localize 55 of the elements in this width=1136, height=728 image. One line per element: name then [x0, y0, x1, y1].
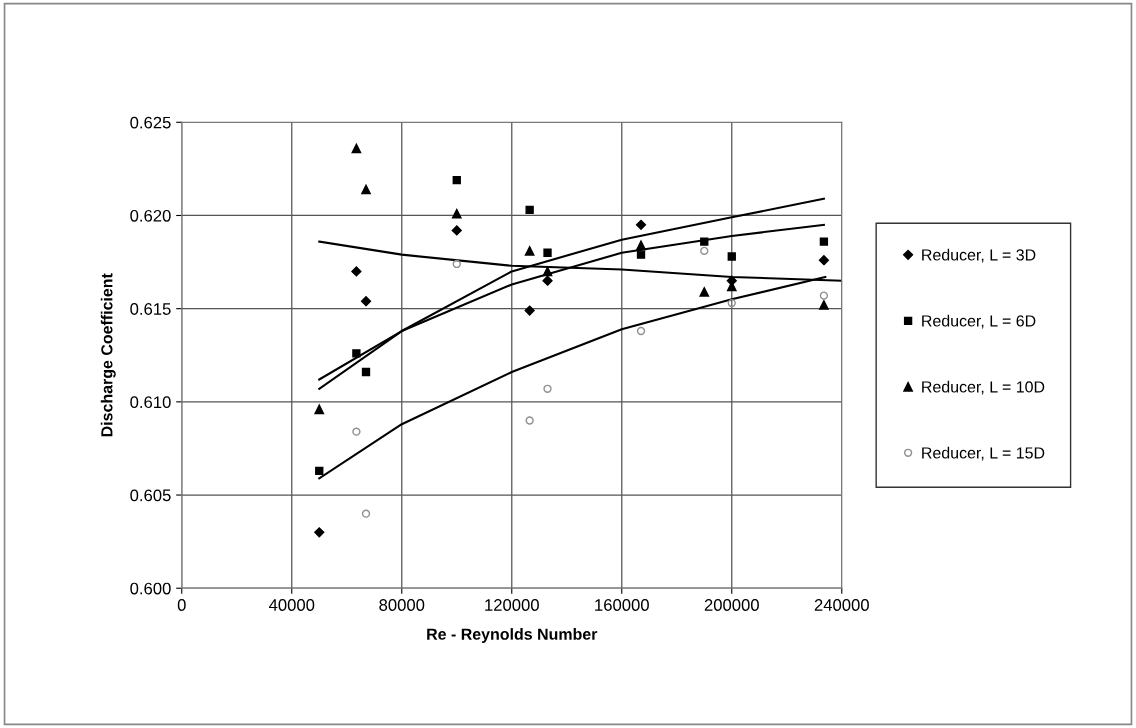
point — [542, 266, 553, 277]
point — [636, 240, 646, 251]
point — [700, 237, 709, 246]
point — [451, 208, 462, 219]
point — [700, 246, 709, 256]
y-tick-label: 0.620 — [130, 209, 171, 222]
point — [352, 427, 361, 436]
point — [315, 466, 324, 475]
x-tick-label: 240000 — [814, 599, 869, 611]
point — [314, 527, 325, 538]
x-tick-label: 40000 — [268, 599, 315, 611]
point — [636, 326, 646, 336]
point — [314, 404, 325, 415]
point — [543, 384, 552, 393]
legend-label: Reducer, L = 15D — [922, 446, 1045, 461]
y-tick-label: 0.610 — [130, 396, 171, 409]
y-tick-label: 0.615 — [130, 303, 171, 315]
y-tick-label: 0.600 — [130, 582, 171, 595]
point — [525, 416, 534, 425]
x-tick-label: 200000 — [704, 599, 759, 611]
point — [727, 298, 736, 308]
point — [636, 250, 646, 259]
x-tick-label: 120000 — [485, 599, 539, 611]
point — [452, 259, 461, 269]
x-axis-title: Re - Reynolds Number — [427, 628, 598, 643]
point — [452, 175, 461, 185]
point — [635, 219, 647, 230]
point — [543, 248, 552, 257]
point — [351, 143, 362, 154]
y-tick-label: 0.625 — [130, 116, 171, 129]
point — [351, 266, 362, 277]
point — [699, 287, 710, 297]
point — [819, 291, 829, 300]
x-tick-label: 80000 — [379, 599, 425, 611]
point — [542, 275, 553, 286]
point — [819, 237, 829, 246]
point — [524, 305, 535, 316]
point — [524, 246, 535, 256]
point — [360, 296, 372, 307]
legend-label: Reducer, L = 6D — [922, 314, 1036, 329]
legend-label: Reducer, L = 3D — [922, 248, 1036, 263]
point — [361, 184, 371, 195]
legend-label: Reducer, L = 10D — [922, 380, 1045, 395]
point — [727, 252, 736, 261]
point — [818, 255, 830, 266]
point — [361, 367, 371, 377]
y-axis-title: Discharge Coefficient — [100, 273, 116, 437]
point — [819, 300, 829, 310]
point — [525, 205, 534, 215]
point — [451, 225, 462, 236]
point — [352, 349, 361, 358]
x-tick-label: 160000 — [595, 599, 649, 611]
x-tick-label: 0 — [177, 599, 186, 611]
point — [361, 509, 371, 518]
y-tick-label: 0.605 — [130, 489, 171, 502]
